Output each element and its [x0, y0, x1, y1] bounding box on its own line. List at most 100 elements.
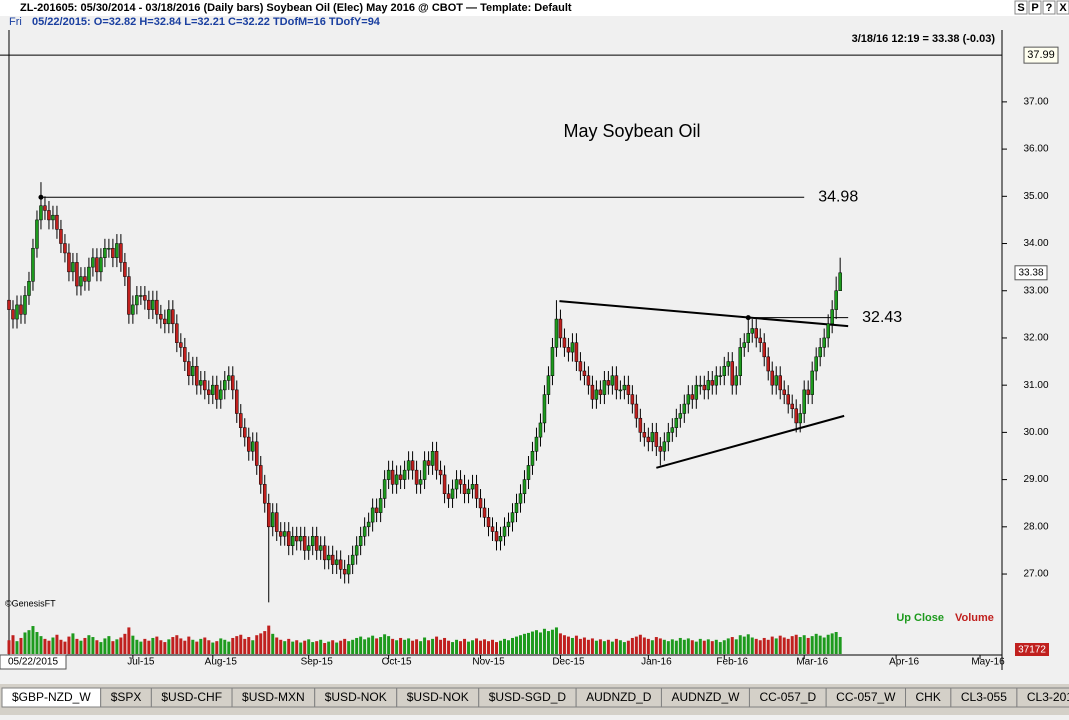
level-label: 32.43: [862, 309, 902, 326]
tab-label[interactable]: CC-057_W: [836, 690, 896, 704]
candle-body: [718, 375, 723, 377]
candle-body: [562, 337, 567, 348]
volume-bar: [87, 635, 91, 654]
volume-bar: [187, 636, 191, 654]
candle-body: [778, 375, 782, 391]
tab-label[interactable]: $USD-NOK: [407, 690, 469, 704]
candle-body: [59, 229, 63, 244]
volume-bar: [606, 639, 610, 654]
volume-bar: [99, 642, 103, 654]
x-tick-label: Sep-15: [301, 657, 334, 668]
volume-bar: [11, 635, 15, 654]
tab-label[interactable]: CL3-201602: [1027, 690, 1069, 704]
candle-body: [530, 451, 535, 466]
volume-bar: [311, 642, 315, 654]
volume-bar: [686, 638, 690, 654]
header-button-label[interactable]: X: [1059, 2, 1067, 14]
candle-body: [514, 502, 519, 513]
y-tick-label: 33.00: [1023, 285, 1048, 296]
volume-bar: [431, 638, 435, 654]
tab-label[interactable]: $USD-MXN: [242, 690, 305, 704]
tab-label[interactable]: $SPX: [111, 690, 142, 704]
candle-body: [706, 380, 711, 391]
volume-bar: [115, 639, 119, 654]
candle-body: [338, 559, 343, 570]
candle-body: [342, 569, 347, 575]
volume-bar: [630, 637, 634, 654]
tab-label[interactable]: AUDNZD_D: [586, 690, 652, 704]
volume-bar: [379, 637, 383, 654]
candle-body: [163, 318, 167, 325]
tab-label[interactable]: CL3-055: [961, 690, 1007, 704]
candle-body: [794, 408, 798, 424]
volume-bar: [175, 635, 179, 654]
volume-bar: [822, 637, 826, 654]
x-tick-label: Apr-16: [889, 657, 919, 668]
tab-label[interactable]: $USD-SGD_D: [489, 690, 567, 704]
volume-bar: [678, 637, 682, 654]
volume-bar: [626, 640, 630, 654]
candle-body: [310, 536, 315, 546]
volume-bar: [279, 639, 283, 654]
header-button[interactable]: [1028, 0, 1042, 15]
header-button-label[interactable]: P: [1031, 2, 1038, 14]
volume-bar: [239, 634, 243, 654]
candle-body: [426, 460, 431, 466]
candle-body: [726, 361, 731, 367]
volume-bar: [502, 638, 506, 654]
candle-body: [598, 389, 603, 395]
volume-bar: [475, 638, 479, 654]
candle-body: [586, 375, 591, 386]
tab-label[interactable]: CHK: [916, 690, 941, 704]
volume-bar: [574, 635, 578, 654]
volume-bar: [391, 638, 395, 654]
volume-bar: [323, 643, 327, 654]
header-button-label[interactable]: ?: [1046, 2, 1053, 14]
volume-bar: [47, 640, 51, 654]
candle-body: [314, 536, 319, 551]
volume-bar: [826, 634, 830, 654]
header-button[interactable]: [1014, 0, 1028, 15]
tab-label[interactable]: $GBP-NZD_W: [12, 690, 91, 704]
candle-body: [302, 536, 307, 551]
volume-bar: [750, 637, 754, 654]
legend-up: Up Close: [896, 612, 944, 624]
candle-body: [538, 422, 543, 438]
volume-bar: [299, 642, 303, 654]
volume-bar: [682, 639, 686, 654]
tab[interactable]: [1016, 687, 1069, 708]
volume-bar: [634, 636, 638, 654]
tab-label[interactable]: CC-057_D: [759, 690, 816, 704]
candle-body: [470, 484, 475, 490]
candle-body: [318, 545, 323, 551]
candle-body: [386, 469, 391, 480]
candle-body: [262, 484, 267, 504]
candle-body: [231, 375, 235, 391]
day-label: Fri: [9, 16, 22, 28]
volume-bar: [55, 634, 59, 654]
tab-label[interactable]: $USD-NOK: [325, 690, 387, 704]
volume-bar: [43, 638, 47, 654]
header-button[interactable]: [1042, 0, 1056, 15]
candle-body: [546, 375, 551, 395]
candle-body: [510, 512, 515, 523]
volume-bar: [479, 640, 483, 654]
candle-body: [522, 479, 527, 495]
candle-body: [11, 309, 15, 320]
volume-bar: [514, 636, 518, 654]
volume-bar: [203, 637, 207, 654]
tab-label[interactable]: $USD-CHF: [161, 690, 222, 704]
tab-label[interactable]: AUDNZD_W: [671, 690, 740, 704]
candle-body: [486, 517, 491, 528]
volume-bar: [35, 632, 39, 654]
header-button-label[interactable]: S: [1017, 2, 1024, 14]
volume-bar: [227, 641, 231, 654]
candle-body: [630, 394, 635, 405]
volume-bar: [335, 642, 339, 654]
volume-bar: [39, 636, 43, 654]
trendline: [656, 414, 845, 469]
candle-body: [626, 384, 631, 395]
top-level-label: 37.99: [1027, 49, 1055, 61]
volume-bar: [171, 637, 175, 654]
header-button[interactable]: [1056, 0, 1069, 15]
